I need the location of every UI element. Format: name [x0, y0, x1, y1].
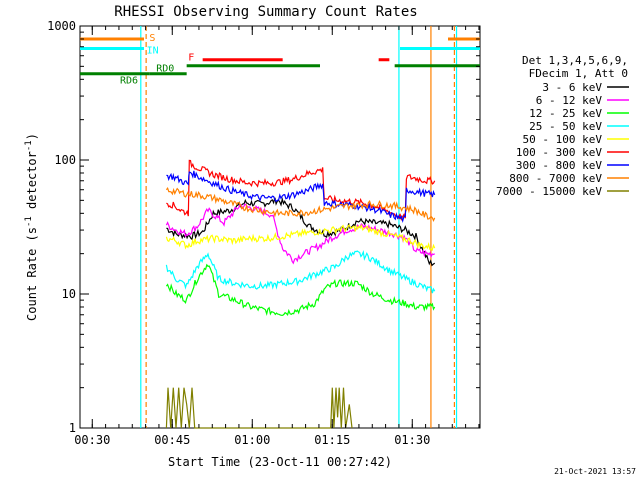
y-tick-label: 10: [62, 287, 76, 301]
series-lines: [165, 159, 436, 429]
y-ticks: 1 10 100 1000: [47, 19, 480, 435]
legend-label-800-7000-kev: 800 - 7000 keV: [509, 172, 602, 185]
series-line-100-300-kev: [166, 159, 436, 222]
series-line-25-50-kev: [165, 249, 436, 294]
footer-timestamp: 21-Oct-2021 13:57: [554, 467, 636, 476]
x-tick-label: 01:15: [314, 433, 350, 447]
y-tick-label: 1: [69, 421, 76, 435]
vertical-markers: [140, 26, 458, 428]
state-label-s: S: [149, 33, 155, 44]
legend: Det 1,3,4,5,6,9, FDecim 1, Att 0 3 - 6 k…: [496, 54, 629, 198]
state-label-in: IN: [147, 45, 159, 56]
x-tick-label: 00:30: [74, 433, 110, 447]
x-tick-label: 01:00: [234, 433, 270, 447]
svg-text:Count Rate (s-1 detector-1): Count Rate (s-1 detector-1): [24, 133, 39, 321]
legend-label-50-100-kev: 50 - 100 keV: [523, 133, 603, 146]
x-ticks: 00:30 00:45 01:00 01:15 01:30: [74, 26, 480, 447]
x-tick-label: 00:45: [154, 433, 190, 447]
series-line-7000-15000-kev: [165, 387, 353, 429]
legend-header-line1: Det 1,3,4,5,6,9,: [522, 54, 628, 67]
x-axis-label: Start Time (23-Oct-11 00:27:42): [168, 455, 392, 469]
series-line-6-12-kev: [165, 203, 436, 265]
legend-label-300-800-kev: 300 - 800 keV: [516, 159, 602, 172]
state-label-f: F: [188, 53, 194, 64]
y-axis-label-exp1: -1: [24, 216, 34, 227]
y-axis-label-part2: detector: [25, 151, 39, 216]
y-axis-label-part3: ): [25, 133, 39, 140]
legend-label-100-300-kev: 100 - 300 keV: [516, 146, 602, 159]
plot-area: SIN F RD0 RD6 1 10 100 1000 00:30 00:45 01:00 01:…: [47, 19, 481, 447]
series-line-800-7000-kev: [165, 186, 436, 222]
series-line-12-25-kev: [165, 263, 436, 316]
chart-title: RHESSI Observing Summary Count Rates: [114, 4, 417, 20]
series-line-3-6-kev: [166, 196, 436, 267]
legend-label-6-12-kev: 6 - 12 keV: [536, 94, 603, 107]
legend-label-7000-15000-kev: 7000 - 15000 keV: [496, 185, 602, 198]
state-bars: SIN F RD0 RD6: [80, 33, 480, 86]
y-axis-label-exp2: -1: [24, 140, 34, 151]
x-tick-label: 01:30: [394, 433, 430, 447]
legend-label-12-25-kev: 12 - 25 keV: [529, 107, 602, 120]
state-label-rd0: RD0: [156, 64, 174, 75]
y-tick-label: 100: [54, 153, 76, 167]
series-line-50-100-kev: [165, 223, 436, 252]
y-axis-label-part1: Count Rate (s: [25, 227, 39, 321]
series-line-300-800-kev: [166, 170, 436, 224]
y-tick-label: 1000: [47, 19, 76, 33]
y-axis-label: Count Rate (s-1 detector-1): [24, 133, 39, 321]
plot-frame: [79, 25, 481, 429]
legend-header-line2: FDecim 1, Att 0: [529, 67, 628, 80]
legend-label-25-50-kev: 25 - 50 keV: [529, 120, 602, 133]
state-label-rd6: RD6: [120, 75, 138, 86]
legend-label-3-6-kev: 3 - 6 keV: [542, 81, 602, 94]
